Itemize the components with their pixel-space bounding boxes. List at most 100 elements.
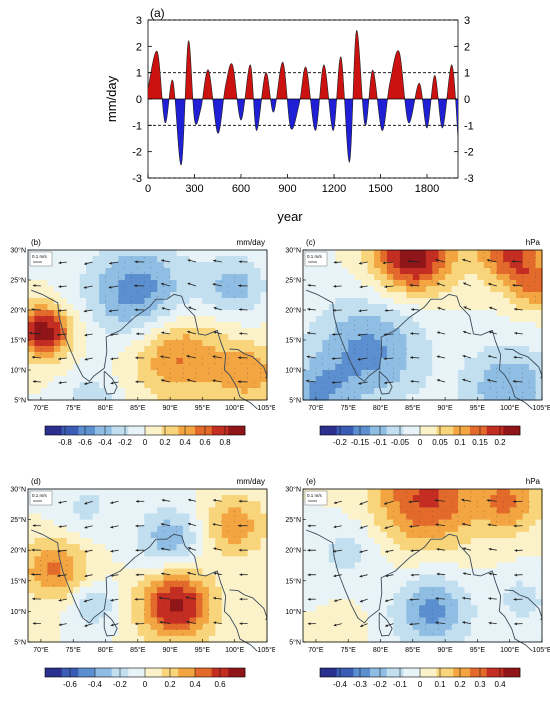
y-axis-label: mm/day [104, 75, 119, 122]
significance-stippling [309, 252, 536, 398]
map-frame [27, 488, 268, 643]
colorbar-tick-label: -0.4 [333, 680, 347, 689]
colorbar-tick-label: 0.6 [199, 438, 211, 447]
y-tick-label-right: 1 [464, 68, 470, 80]
anomaly-field [28, 489, 268, 643]
coastline [31, 529, 258, 652]
sri-lanka-coast [378, 612, 393, 637]
map-frame [302, 488, 543, 643]
longitude-label: 85°E [130, 646, 146, 654]
colorbar-tick-label: 0.4 [494, 680, 506, 689]
colorbar-tick-label: 0 [418, 438, 423, 447]
latitude-label: 10°N [285, 367, 301, 375]
y-tick-label-left: -2 [132, 147, 142, 159]
colorbar: -0.8 -0.6 -0.4 -0.2 0 0.2 0.4 0.6 0.8 [44, 425, 246, 447]
sri-lanka-coast [103, 612, 118, 637]
longitude-label: 90°E [437, 404, 453, 412]
x-tick-label: 1800 [415, 183, 439, 195]
longitude-label: 75°E [341, 646, 357, 654]
longitude-label: 100°E [500, 404, 519, 412]
latitude-label: 25°N [285, 516, 301, 524]
x-tick-label: 900 [278, 183, 296, 195]
panel-label: (b) [31, 238, 41, 247]
colorbar-tick-label: -0.05 [391, 438, 410, 447]
y-tick-label-right: -3 [464, 173, 474, 185]
colorbar-tick-label: -0.3 [353, 680, 367, 689]
colorbar-tick-label: 0.2 [164, 680, 176, 689]
coastline [306, 529, 533, 652]
coastline [306, 289, 533, 410]
reference-vector: 0.1 m/s [29, 251, 53, 267]
y-tick-label-left: -3 [132, 173, 142, 185]
latitude-label: 25°N [285, 277, 301, 285]
significance-stippling [386, 491, 530, 635]
longitude-label: 100°E [500, 646, 519, 654]
latitude-label: 5°N [14, 639, 26, 647]
colorbar-tick-label: 0.2 [494, 438, 506, 447]
longitude-label: 100°E [225, 646, 244, 654]
colorbar-tick-label: 0 [418, 680, 423, 689]
sri-lanka-coast [103, 370, 118, 395]
x-tick-label: 600 [232, 183, 250, 195]
reference-vector: 0.1 m/s [304, 490, 328, 506]
longitude-label: 80°E [98, 404, 114, 412]
longitude-label: 95°E [195, 404, 211, 412]
y-tick-label-right: -2 [464, 147, 474, 159]
colorbar-tick-label: 0.3 [474, 680, 486, 689]
map-panel-d: (d) mm/day 0.1 m/s 30°N 25°N 20°N 15°N 10°N 5°N 7… [10, 477, 275, 689]
latitude-label: 25°N [10, 277, 26, 285]
unit-label: mm/day [237, 238, 265, 247]
colorbar-tick-label: -0.6 [78, 438, 92, 447]
y-ticks-left: -3 -2 -1 0 1 2 3 [132, 15, 152, 185]
unit-label: hPa [526, 238, 541, 247]
colorbar-tick-label: 0.05 [432, 438, 448, 447]
colorbar-tick-label: 0.8 [219, 438, 231, 447]
longitude-label: 95°E [195, 646, 211, 654]
longitude-label: 75°E [341, 404, 357, 412]
longitude-label: 105°E [532, 646, 550, 654]
longitude-label: 105°E [257, 646, 275, 654]
longitude-label: 95°E [470, 646, 486, 654]
y-tick-label-right: -1 [464, 120, 474, 132]
latitude-label: 20°N [285, 307, 301, 315]
colorbar-tick-label: -0.2 [333, 438, 347, 447]
map-panel-e: (e) hPa 0.1 m/s 30°N 25°N 20°N 15°N 10°N 5°N 70°E… [285, 477, 550, 689]
latitude-label: 15°N [10, 577, 26, 585]
colorbar-tick-label: 0 [143, 438, 148, 447]
panel-label: (c) [306, 238, 316, 247]
colorbar-tick-label: -0.4 [88, 680, 102, 689]
unit-label: mm/day [237, 477, 265, 486]
colorbar-tick-label: -0.2 [113, 680, 127, 689]
colorbar-tick-label: -0.1 [393, 680, 407, 689]
longitude-label: 90°E [162, 404, 178, 412]
colorbar-tick-label: 0.1 [454, 438, 466, 447]
panel-a-label: (a) [150, 6, 165, 20]
colorbar-tick-label: -0.6 [63, 680, 77, 689]
x-ticks: 0 300 600 900 1200 1500 1800 [145, 174, 439, 195]
positive-anomaly-area [148, 30, 458, 99]
latitude-label: 15°N [285, 337, 301, 345]
x-tick-label: 0 [145, 183, 151, 195]
latitude-label: 10°N [285, 608, 301, 616]
latitude-label: 20°N [285, 547, 301, 555]
colorbar-tick-label: 0.2 [159, 438, 171, 447]
unit-label: hPa [526, 477, 541, 486]
colorbar-tick-label: 0 [143, 680, 148, 689]
colorbar-tick-label: -0.2 [373, 680, 387, 689]
colorbar: -0.4 -0.3 -0.2 -0.1 0 0.1 0.2 0.3 0.4 [319, 667, 521, 689]
latitude-label: 5°N [14, 397, 26, 405]
longitude-label: 100°E [225, 404, 244, 412]
colorbar-tick-label: 0.4 [189, 680, 201, 689]
y-tick-label-left: 1 [136, 68, 142, 80]
y-tick-label-right: 2 [464, 41, 470, 53]
y-tick-label-left: 2 [136, 41, 142, 53]
longitude-label: 75°E [66, 646, 82, 654]
longitude-label: 105°E [257, 404, 275, 412]
longitude-label: 80°E [373, 646, 389, 654]
colorbar: -0.6 -0.4 -0.2 0 0.2 0.4 0.6 [44, 667, 246, 689]
colorbar-tick-label: -0.1 [373, 438, 387, 447]
y-ticks-right: -3 -2 -1 0 1 2 3 [454, 15, 474, 185]
latitude-label: 20°N [10, 307, 26, 315]
y-tick-label-right: 0 [464, 94, 470, 106]
colorbar-tick-label: 0.4 [179, 438, 191, 447]
